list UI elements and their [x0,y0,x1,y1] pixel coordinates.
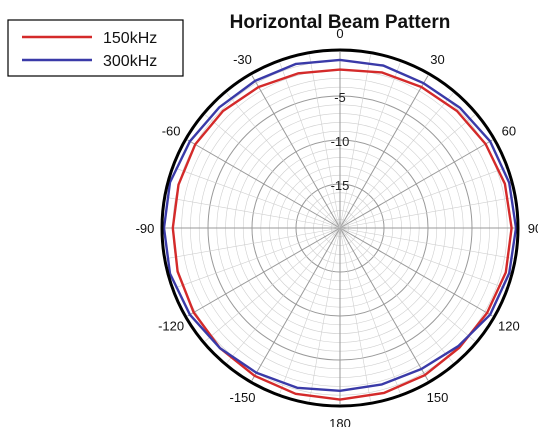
outer-ring [160,48,520,408]
angle-label: 90 [528,221,538,236]
grid-spoke-minor [166,197,341,229]
grid-spoke-minor [339,54,371,229]
angle-label: -60 [162,124,181,139]
angle-label: -120 [158,319,184,334]
angle-label: 30 [430,52,444,67]
legend: 150kHz 300kHz [7,19,184,77]
grid-spoke-major [187,139,341,229]
grid-spoke-major [187,227,341,317]
ring-labels: -5 -10 -15 [331,90,350,193]
grid-spoke-minor [339,92,454,229]
grid-spoke-minor [226,227,341,364]
series-layer [162,58,518,401]
polar-grid [164,52,516,404]
angle-label: -30 [233,52,252,67]
ring-label: -15 [331,178,350,193]
grid-spoke-minor [204,227,341,342]
grid-spoke-minor [174,167,341,229]
grid-spoke-major [339,139,493,229]
chart-title: Horizontal Beam Pattern [230,12,451,33]
angle-label: 60 [502,124,516,139]
grid-spoke-major [251,75,341,229]
ring-label: -5 [334,90,346,105]
angle-label: 150 [427,390,449,405]
grid-spoke-major [251,227,341,381]
grid-spoke-minor [279,62,341,229]
grid-spoke-minor [226,92,341,229]
grid-spoke-minor [309,227,341,402]
grid-spoke-minor [339,227,476,342]
grid-spoke-minor [339,197,514,229]
grid-spoke-major [339,227,429,381]
legend-label-150khz: 150kHz [103,30,157,47]
series-line-150khz [171,68,513,401]
grid-spoke-minor [339,227,371,402]
angle-labels: 0 30 60 90 120 150 180 -150 -120 -90 -60 -30 [136,26,538,427]
grid-spoke-major [339,227,493,317]
angle-label: -90 [136,221,155,236]
grid-spoke-minor [339,62,401,229]
grid-spoke-minor [339,227,401,394]
grid-spoke-major [339,75,429,229]
legend-label-300khz: 300kHz [103,53,157,70]
legend-box [7,19,184,77]
grid-spoke-minor [166,227,341,259]
angle-label: 120 [498,319,520,334]
grid-spoke-minor [309,54,341,229]
angle-label: 0 [336,26,343,41]
grid-spoke-minor [339,227,514,259]
angle-label: 180 [329,416,351,427]
grid-spoke-minor [339,167,506,229]
grid-spoke-minor [204,114,341,229]
grid-spoke-minor [339,227,506,289]
grid-spoke-minor [339,114,476,229]
angle-label: -150 [229,390,255,405]
grid-spoke-minor [339,227,454,364]
ring-label: -10 [331,134,350,149]
series-line-300khz [162,58,518,392]
grid-spoke-minor [279,227,341,394]
grid-spoke-minor [174,227,341,289]
